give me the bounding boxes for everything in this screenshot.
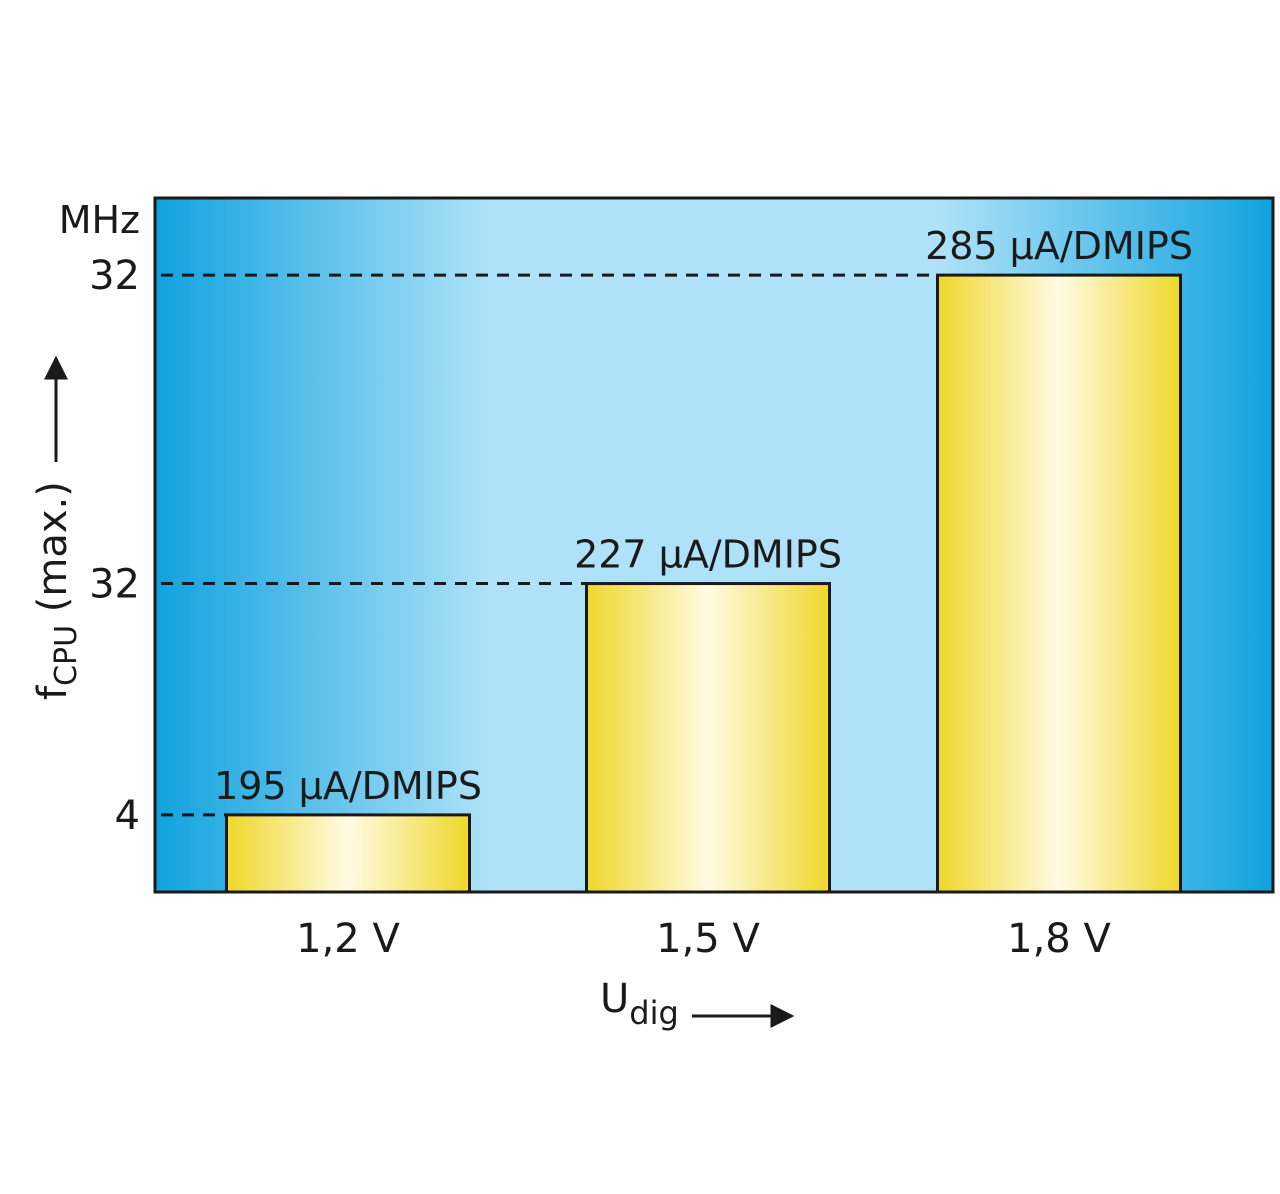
x-tick-label: 1,2 V bbox=[296, 916, 400, 962]
bars bbox=[225, 273, 1182, 894]
value-label: 227 µA/DMIPS bbox=[574, 533, 842, 577]
x-tick-labels: 1,2 V 1,5 V 1,8 V bbox=[296, 916, 1111, 962]
bar bbox=[225, 813, 471, 894]
y-unit-label: MHz bbox=[59, 198, 140, 242]
x-axis-title-sub: dig bbox=[629, 994, 679, 1032]
svg-text:fCPU (max.): fCPU (max.) bbox=[30, 481, 84, 700]
x-axis-title-main: U bbox=[600, 976, 629, 1022]
y-axis-title-sub: CPU bbox=[49, 625, 84, 686]
bar bbox=[585, 582, 831, 894]
guide-lines bbox=[161, 273, 938, 817]
value-labels: 195 µA/DMIPS 227 µA/DMIPS 285 µA/DMIPS bbox=[214, 224, 1193, 808]
y-tick-label: 32 bbox=[89, 562, 140, 608]
x-tick-label: 1,8 V bbox=[1007, 916, 1111, 962]
y-tick-labels: 4 32 32 bbox=[89, 253, 140, 839]
y-axis-title: fCPU (max.) bbox=[30, 481, 84, 700]
y-tick-label: 32 bbox=[89, 253, 140, 299]
value-label: 285 µA/DMIPS bbox=[925, 224, 1193, 268]
y-axis-title-main: f bbox=[30, 685, 76, 700]
value-label: 195 µA/DMIPS bbox=[214, 764, 482, 808]
x-axis-title: Udig bbox=[600, 976, 679, 1032]
y-axis-title-suffix: (max.) bbox=[30, 481, 76, 625]
bar bbox=[936, 273, 1182, 894]
y-tick-label: 4 bbox=[115, 793, 140, 839]
x-tick-label: 1,5 V bbox=[656, 916, 760, 962]
